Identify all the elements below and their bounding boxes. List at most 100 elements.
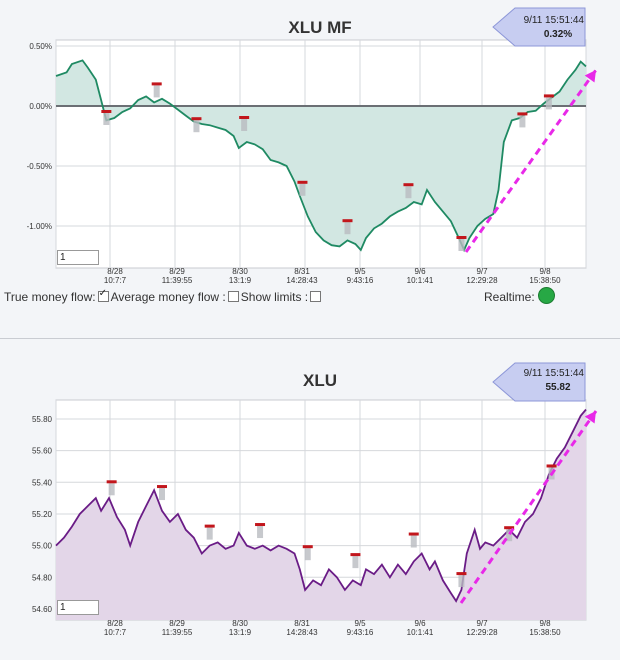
event-marker-bar bbox=[297, 180, 308, 184]
x-tick-date: 8/30 bbox=[232, 267, 248, 276]
y-tick-label: 55.40 bbox=[32, 478, 53, 487]
x-tick-time: 10:7:7 bbox=[104, 628, 127, 637]
x-tick-date: 8/29 bbox=[169, 267, 185, 276]
event-marker-bar bbox=[255, 523, 266, 527]
x-tick-time: 12:29:28 bbox=[466, 276, 498, 285]
event-marker-shadow bbox=[458, 575, 465, 588]
mf-callout-arrow-shape bbox=[492, 7, 586, 47]
event-marker-bar bbox=[302, 545, 313, 549]
event-marker-shadow bbox=[103, 113, 110, 125]
y-tick-label: 55.60 bbox=[32, 447, 53, 456]
y-tick-label: 0.50% bbox=[29, 42, 52, 51]
trend-arrow-line bbox=[459, 410, 598, 604]
x-tick-date: 8/31 bbox=[294, 267, 310, 276]
series-line bbox=[55, 59, 587, 253]
show-limits-label: Show limits : bbox=[240, 290, 309, 304]
event-marker-bar bbox=[403, 183, 414, 187]
mf-range-input[interactable]: 1 bbox=[57, 250, 99, 265]
event-marker-shadow bbox=[299, 183, 306, 196]
panel-divider bbox=[0, 338, 620, 339]
series-area bbox=[56, 60, 586, 251]
price-range-input[interactable]: 1 bbox=[57, 600, 99, 615]
event-marker-bar bbox=[350, 553, 361, 557]
event-marker bbox=[504, 526, 515, 542]
chart-title-price: XLU bbox=[303, 371, 337, 390]
event-marker-bar bbox=[239, 116, 250, 119]
event-marker bbox=[101, 110, 112, 125]
event-marker-shadow bbox=[241, 119, 248, 131]
event-marker-shadow bbox=[153, 85, 160, 98]
event-marker bbox=[350, 553, 361, 569]
event-marker bbox=[297, 180, 308, 196]
event-marker-bar bbox=[456, 572, 467, 576]
price-callout-time: 9/11 15:51:44 bbox=[524, 368, 585, 379]
event-marker-bar bbox=[157, 485, 167, 489]
event-marker-shadow bbox=[410, 535, 417, 548]
mf-callout-value: 0.32% bbox=[544, 29, 572, 40]
event-marker-shadow bbox=[545, 97, 552, 110]
event-marker-shadow bbox=[519, 115, 526, 128]
mf-callout: 9/11 15:51:44 0.32% bbox=[492, 7, 586, 47]
event-marker-bar bbox=[342, 219, 353, 223]
event-marker-shadow bbox=[506, 529, 513, 542]
event-marker-bar bbox=[456, 236, 467, 239]
event-marker bbox=[191, 117, 202, 133]
x-tick-date: 8/31 bbox=[294, 619, 310, 628]
y-tick-label: 55.80 bbox=[32, 415, 53, 424]
realtime-label: Realtime: bbox=[484, 290, 535, 304]
event-marker-shadow bbox=[206, 527, 213, 540]
x-tick-date: 9/7 bbox=[476, 619, 488, 628]
series-line bbox=[55, 408, 587, 603]
event-marker bbox=[456, 236, 467, 251]
x-tick-time: 13:1:9 bbox=[229, 276, 252, 285]
event-marker-shadow bbox=[352, 556, 359, 569]
y-tick-label: -0.50% bbox=[27, 162, 52, 171]
price-callout: 9/11 15:51:44 55.82 bbox=[492, 362, 586, 402]
event-marker-bar bbox=[204, 524, 215, 528]
event-marker-bar bbox=[151, 82, 162, 86]
event-marker-shadow bbox=[159, 488, 165, 501]
average-money-flow-checkbox[interactable] bbox=[227, 291, 239, 302]
x-tick-time: 13:1:9 bbox=[229, 628, 252, 637]
trend-arrow-head bbox=[584, 70, 596, 83]
event-marker bbox=[106, 480, 117, 496]
event-marker bbox=[517, 112, 528, 128]
x-tick-date: 8/29 bbox=[169, 619, 185, 628]
x-tick-date: 9/5 bbox=[354, 267, 366, 276]
x-tick-time: 15:38:50 bbox=[529, 628, 561, 637]
x-tick-time: 9:43:16 bbox=[347, 628, 374, 637]
event-marker-bar bbox=[546, 464, 557, 468]
x-tick-time: 14:28:43 bbox=[286, 276, 318, 285]
price-chart: 55.8055.6055.4055.2055.0054.8054.608/281… bbox=[32, 399, 598, 637]
event-marker-bar bbox=[517, 112, 528, 116]
x-tick-time: 14:28:43 bbox=[286, 628, 318, 637]
event-marker-bar bbox=[106, 480, 117, 484]
event-marker-shadow bbox=[193, 120, 200, 133]
x-tick-time: 10:1:41 bbox=[407, 276, 434, 285]
event-marker-shadow bbox=[344, 222, 351, 235]
event-marker bbox=[255, 523, 266, 539]
event-marker-shadow bbox=[304, 548, 311, 561]
x-tick-date: 9/8 bbox=[539, 267, 551, 276]
x-tick-date: 8/28 bbox=[107, 267, 123, 276]
x-tick-time: 12:29:28 bbox=[466, 628, 498, 637]
show-limits-checkbox[interactable] bbox=[310, 291, 322, 302]
event-marker bbox=[302, 545, 313, 561]
x-tick-date: 9/8 bbox=[539, 619, 551, 628]
y-tick-label: -1.00% bbox=[27, 222, 52, 231]
true-money-flow-checkbox[interactable] bbox=[97, 288, 109, 302]
controls-bar: True money flow: Average money flow : Show… bbox=[4, 288, 323, 304]
chart-title-mf: XLU MF bbox=[288, 18, 351, 37]
event-marker-shadow bbox=[257, 526, 264, 539]
series-area bbox=[56, 409, 586, 620]
y-tick-label: 55.00 bbox=[32, 542, 53, 551]
price-callout-value: 55.82 bbox=[545, 382, 570, 393]
price-callout-arrow-shape bbox=[492, 362, 586, 402]
x-tick-time: 15:38:50 bbox=[529, 276, 561, 285]
x-tick-date: 8/30 bbox=[232, 619, 248, 628]
x-tick-time: 9:43:16 bbox=[347, 276, 374, 285]
event-marker-bar bbox=[191, 117, 202, 121]
realtime-status-icon[interactable] bbox=[538, 287, 555, 304]
